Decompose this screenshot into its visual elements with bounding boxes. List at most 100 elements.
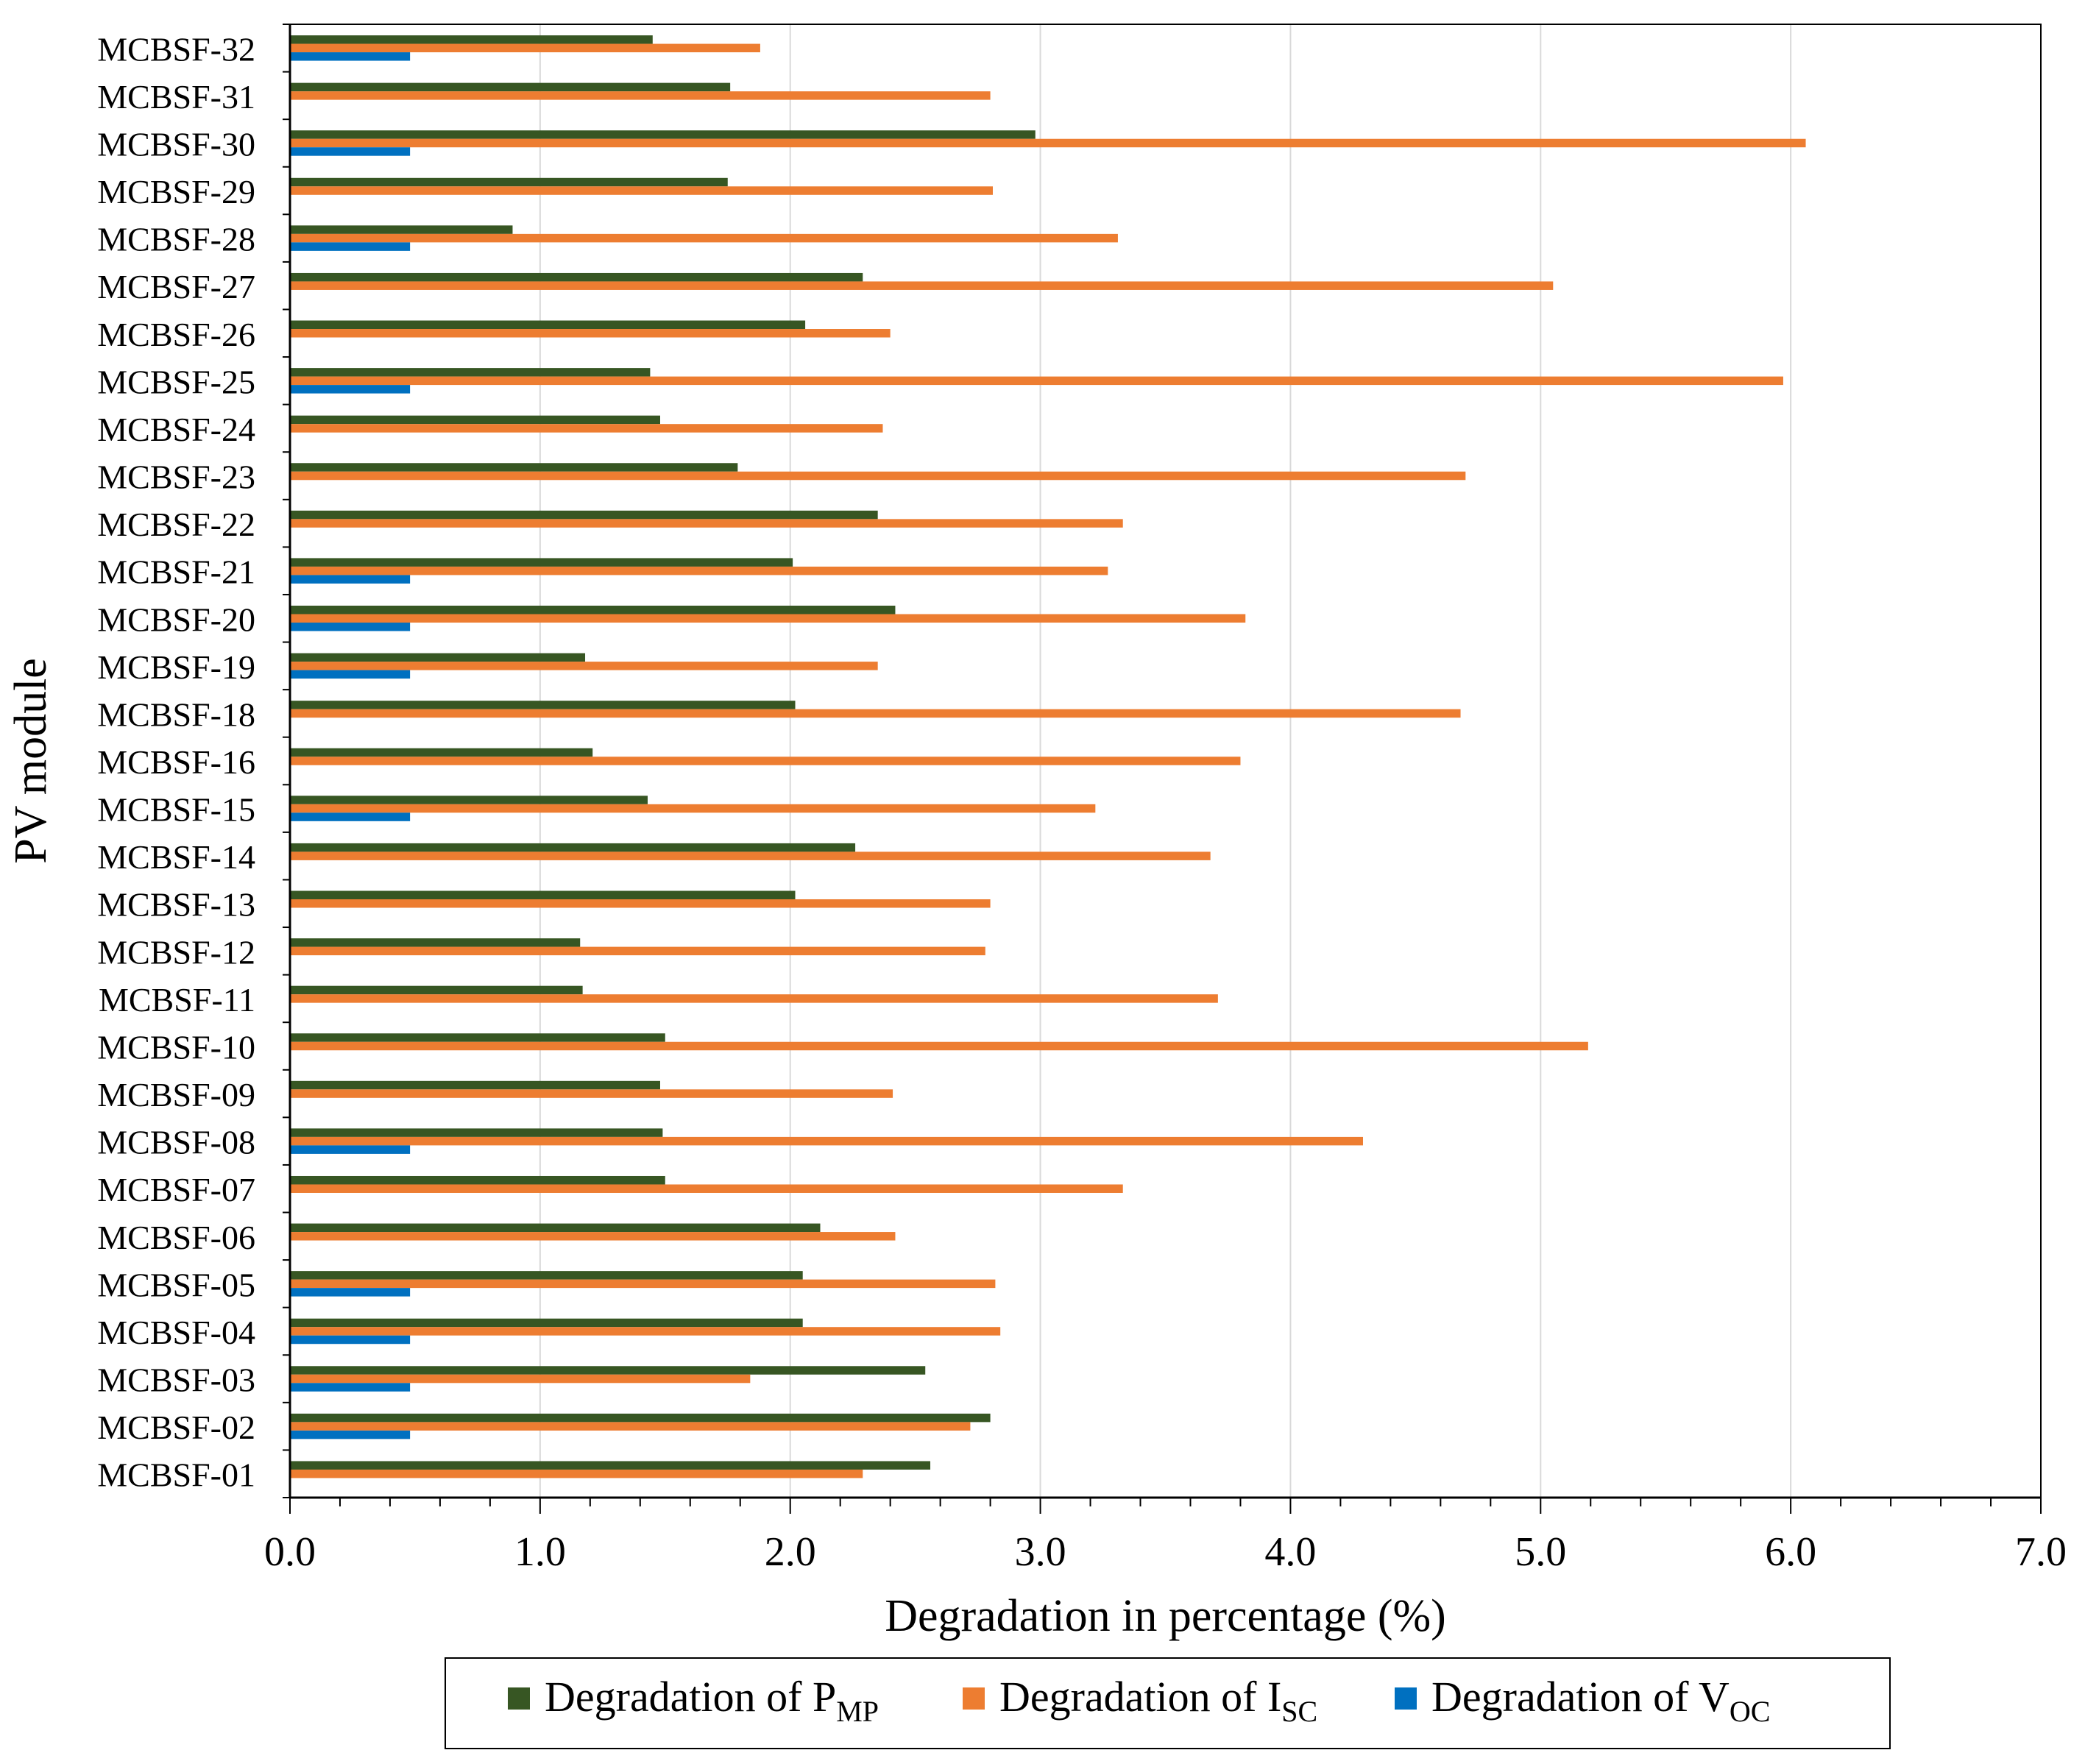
bar-group-mcbsf-11 — [290, 985, 1218, 1003]
category-label: MCBSF-23 — [97, 458, 255, 496]
bar-mp-mcbsf-03 — [290, 1366, 926, 1375]
bar-group-mcbsf-08 — [290, 1128, 1363, 1154]
bar-sc-mcbsf-05 — [290, 1279, 996, 1289]
bar-sc-mcbsf-21 — [290, 566, 1108, 575]
bar-group-mcbsf-12 — [290, 938, 985, 956]
legend-swatch — [1395, 1687, 1417, 1710]
bar-mp-mcbsf-21 — [290, 558, 793, 567]
legend-swatch — [508, 1687, 530, 1710]
category-label: MCBSF-19 — [97, 648, 255, 686]
bar-mp-mcbsf-07 — [290, 1175, 665, 1185]
category-label: MCBSF-18 — [97, 695, 255, 733]
x-tick-label: 6.0 — [1765, 1529, 1816, 1575]
y-axis-title: PV module — [6, 658, 56, 864]
bar-mp-mcbsf-32 — [290, 35, 653, 44]
category-label: MCBSF-15 — [97, 791, 255, 829]
legend-items: Degradation of PMP Degradation of ISC Degr… — [508, 1673, 1770, 1728]
bar-group-mcbsf-22 — [290, 510, 1123, 528]
x-tick-label: 4.0 — [1264, 1529, 1316, 1575]
bar-group-mcbsf-16 — [290, 748, 1241, 765]
bar-mp-mcbsf-09 — [290, 1080, 660, 1090]
bar-mp-mcbsf-11 — [290, 985, 583, 995]
bar-oc-mcbsf-25 — [290, 385, 411, 394]
legend-item-sc: Degradation of ISC — [963, 1673, 1317, 1728]
bar-mp-mcbsf-14 — [290, 843, 856, 852]
category-label: MCBSF-28 — [97, 221, 255, 258]
bar-group-mcbsf-31 — [290, 82, 991, 100]
bar-sc-mcbsf-12 — [290, 946, 985, 956]
bar-mp-mcbsf-04 — [290, 1318, 803, 1328]
bar-sc-mcbsf-08 — [290, 1136, 1363, 1146]
bar-sc-mcbsf-24 — [290, 424, 883, 433]
bar-group-mcbsf-23 — [290, 463, 1466, 481]
bar-mp-mcbsf-18 — [290, 701, 796, 709]
bar-mp-mcbsf-20 — [290, 606, 896, 614]
category-label: MCBSF-26 — [97, 316, 255, 353]
bar-mp-mcbsf-28 — [290, 225, 513, 234]
bar-group-mcbsf-01 — [290, 1461, 931, 1478]
bar-mp-mcbsf-23 — [290, 463, 738, 472]
bar-oc-mcbsf-04 — [290, 1335, 411, 1345]
bar-group-mcbsf-06 — [290, 1223, 896, 1241]
bar-mp-mcbsf-08 — [290, 1128, 663, 1137]
category-label: MCBSF-22 — [97, 506, 255, 543]
category-label: MCBSF-11 — [99, 981, 255, 1019]
bar-oc-mcbsf-02 — [290, 1430, 411, 1439]
bar-sc-mcbsf-09 — [290, 1089, 893, 1098]
category-label: MCBSF-20 — [97, 601, 255, 638]
bar-mp-mcbsf-01 — [290, 1461, 931, 1470]
bar-mp-mcbsf-29 — [290, 177, 728, 187]
bar-oc-mcbsf-19 — [290, 670, 411, 679]
category-label: MCBSF-30 — [97, 125, 255, 163]
bar-mp-mcbsf-02 — [290, 1413, 991, 1423]
bar-sc-mcbsf-31 — [290, 91, 991, 100]
bar-sc-mcbsf-04 — [290, 1327, 1001, 1336]
legend-swatch — [963, 1687, 985, 1710]
legend-item-oc: Degradation of VOC — [1395, 1673, 1770, 1728]
bar-group-mcbsf-26 — [290, 320, 891, 338]
bar-oc-mcbsf-05 — [290, 1288, 411, 1297]
bar-oc-mcbsf-21 — [290, 575, 411, 584]
bar-mp-mcbsf-16 — [290, 748, 593, 757]
bar-sc-mcbsf-11 — [290, 994, 1218, 1003]
bar-sc-mcbsf-29 — [290, 186, 993, 195]
category-label: MCBSF-04 — [97, 1314, 255, 1351]
x-tick-label: 2.0 — [765, 1529, 816, 1575]
legend-label: Degradation of ISC — [999, 1673, 1317, 1728]
bar-mp-mcbsf-19 — [290, 653, 586, 662]
bar-group-mcbsf-19 — [290, 653, 878, 679]
bar-group-mcbsf-30 — [290, 130, 1806, 156]
bar-oc-mcbsf-28 — [290, 242, 411, 251]
bar-sc-mcbsf-19 — [290, 662, 878, 670]
bar-sc-mcbsf-03 — [290, 1374, 751, 1384]
bar-sc-mcbsf-06 — [290, 1232, 896, 1241]
category-label: MCBSF-07 — [97, 1171, 255, 1208]
x-tick-labels: 0.0 1.0 2.0 3.0 4.0 5.0 6.0 7.0 — [264, 1529, 2067, 1575]
category-label: MCBSF-25 — [97, 363, 255, 400]
bar-mp-mcbsf-30 — [290, 130, 1036, 139]
bar-mp-mcbsf-15 — [290, 796, 648, 804]
x-tick-label: 5.0 — [1515, 1529, 1566, 1575]
bar-sc-mcbsf-02 — [290, 1422, 971, 1431]
bar-sc-mcbsf-14 — [290, 851, 1211, 860]
bar-sc-mcbsf-30 — [290, 138, 1806, 148]
bar-sc-mcbsf-28 — [290, 233, 1118, 243]
legend-box — [445, 1657, 1891, 1749]
bar-sc-mcbsf-25 — [290, 376, 1783, 386]
bar-group-mcbsf-03 — [290, 1366, 926, 1392]
axes — [283, 24, 2042, 1514]
bar-group-mcbsf-15 — [290, 796, 1096, 821]
category-label: MCBSF-27 — [97, 268, 255, 305]
bar-sc-mcbsf-22 — [290, 519, 1123, 528]
bar-mp-mcbsf-06 — [290, 1223, 821, 1233]
category-label: MCBSF-02 — [97, 1409, 255, 1446]
bar-sc-mcbsf-20 — [290, 614, 1246, 623]
category-label: MCBSF-13 — [97, 886, 255, 924]
bar-group-mcbsf-25 — [290, 368, 1783, 394]
category-label: MCBSF-14 — [97, 838, 255, 876]
bar-group-mcbsf-21 — [290, 558, 1108, 584]
bar-mp-mcbsf-25 — [290, 368, 651, 377]
bar-group-mcbsf-18 — [290, 701, 1461, 718]
category-label: MCBSF-16 — [97, 743, 255, 781]
